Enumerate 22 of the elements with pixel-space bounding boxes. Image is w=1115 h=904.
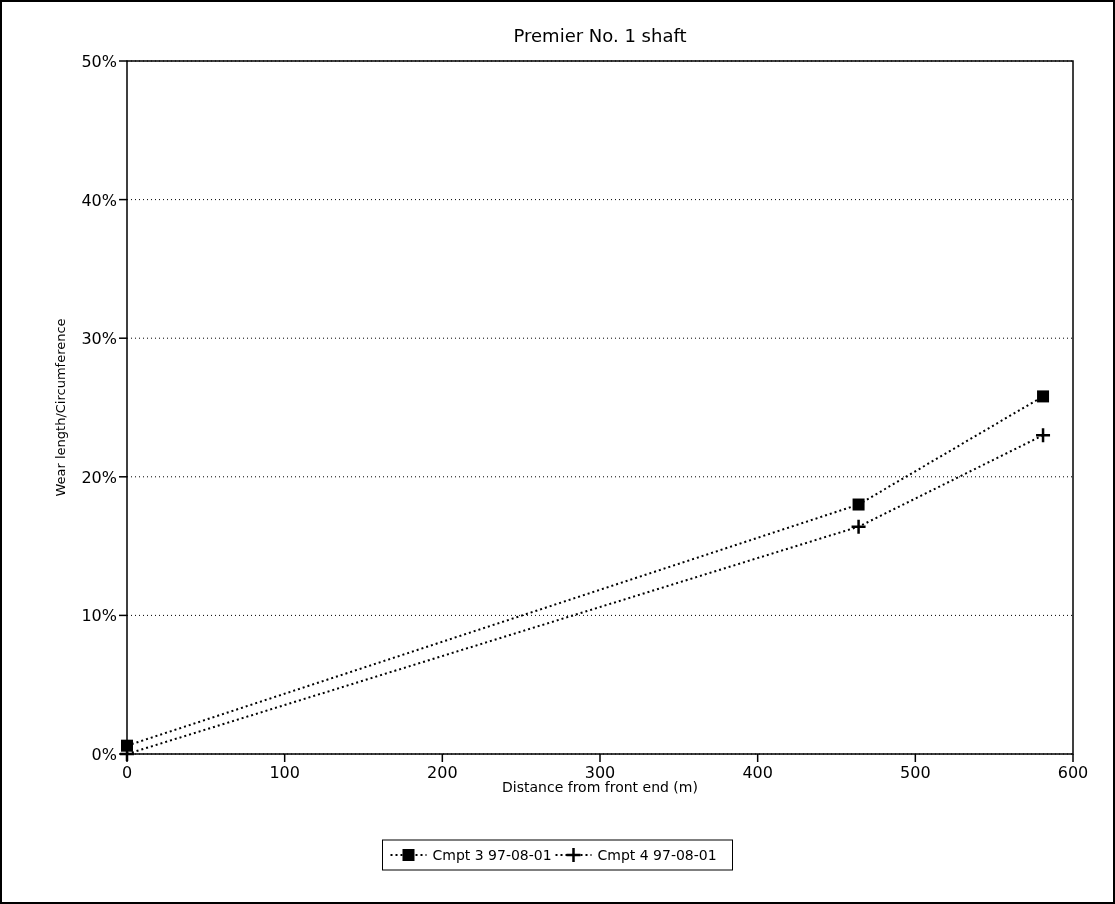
x-tick-label: 500	[900, 763, 931, 782]
x-axis-title: Distance from front end (m)	[502, 779, 698, 795]
point	[850, 518, 867, 535]
x-tick-label: 400	[742, 763, 773, 782]
y-axis-title: Wear length/Circumference	[53, 318, 68, 497]
point	[1037, 390, 1050, 403]
legend-label: Cmpt 3 97-08-01	[432, 847, 552, 863]
y-tick-label: 30%	[81, 329, 117, 349]
x-tick-label: 300	[584, 763, 616, 782]
point	[852, 498, 865, 511]
y-tick-label: 10%	[81, 606, 117, 626]
x-tick-label: 0	[121, 763, 133, 782]
y-tick-label: 50%	[81, 52, 117, 71]
y-tick-label: 20%	[81, 467, 117, 487]
y-tick-label: 40%	[81, 190, 117, 210]
point	[1034, 426, 1052, 444]
x-tick-label: 200	[427, 763, 458, 782]
legend-label: Cmpt 4 97-08-01	[597, 847, 717, 863]
chart-title: Premier No. 1 shaft	[513, 25, 687, 46]
x-tick-label: 600	[1057, 763, 1089, 782]
y-tick-label: 0%	[91, 745, 117, 764]
x-tick-label: 100	[269, 763, 300, 782]
